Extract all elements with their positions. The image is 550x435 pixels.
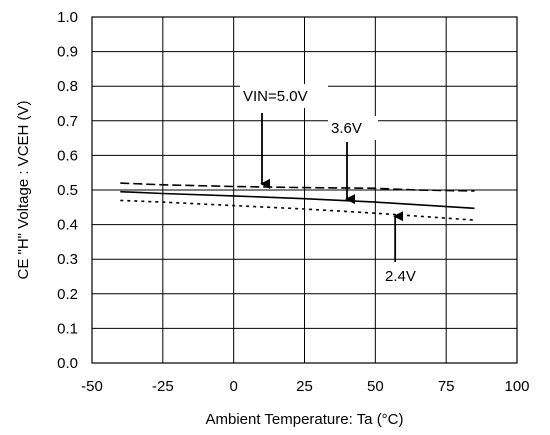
y-axis-title: CE "H" Voltage : VCEH (V) [15, 100, 32, 279]
y-tick-label: 0.6 [57, 147, 78, 164]
annotation-label: VIN=5.0V [243, 88, 308, 105]
x-axis-title: Ambient Temperature: Ta (°C) [205, 411, 403, 428]
plot-frame [91, 16, 518, 364]
annotation-bg [240, 84, 328, 108]
x-tick-label: 100 [504, 378, 529, 395]
series-line [120, 182, 475, 192]
series-line [120, 199, 475, 221]
y-tick-label: 0.5 [57, 182, 78, 199]
y-tick-label: 0.1 [57, 320, 78, 337]
annotation-label: 3.6V [331, 120, 362, 137]
annotation-bg [381, 264, 431, 288]
series-group [120, 182, 475, 221]
series-line [120, 190, 475, 210]
y-tick-label: 0.3 [57, 251, 78, 268]
y-tick-label: 0.7 [57, 113, 78, 130]
y-tick-label: 0.8 [57, 78, 78, 95]
x-tick-label: 0 [229, 378, 237, 395]
y-tick-label: 0.2 [57, 286, 78, 303]
y-tick-label: 1.0 [57, 9, 78, 26]
x-tick-label: 25 [296, 378, 313, 395]
tick-labels: -50 -25 0 25 50 75 100 0.0 0.1 0.2 0.3 0.4 0.5 0.6 0.7… [57, 9, 529, 395]
annotation-label: 2.4V [385, 268, 416, 285]
annotations: VIN=5.0V 3.6V 2.4V [240, 84, 431, 288]
x-tick-label: 75 [438, 378, 455, 395]
x-tick-label: 50 [367, 378, 384, 395]
y-tick-label: 0.0 [57, 355, 78, 372]
y-tick-label: 0.4 [57, 217, 78, 234]
x-tick-label: -50 [81, 378, 103, 395]
annotation-bg [328, 116, 378, 140]
x-tick-label: -25 [152, 378, 174, 395]
y-tick-label: 0.9 [57, 44, 78, 61]
